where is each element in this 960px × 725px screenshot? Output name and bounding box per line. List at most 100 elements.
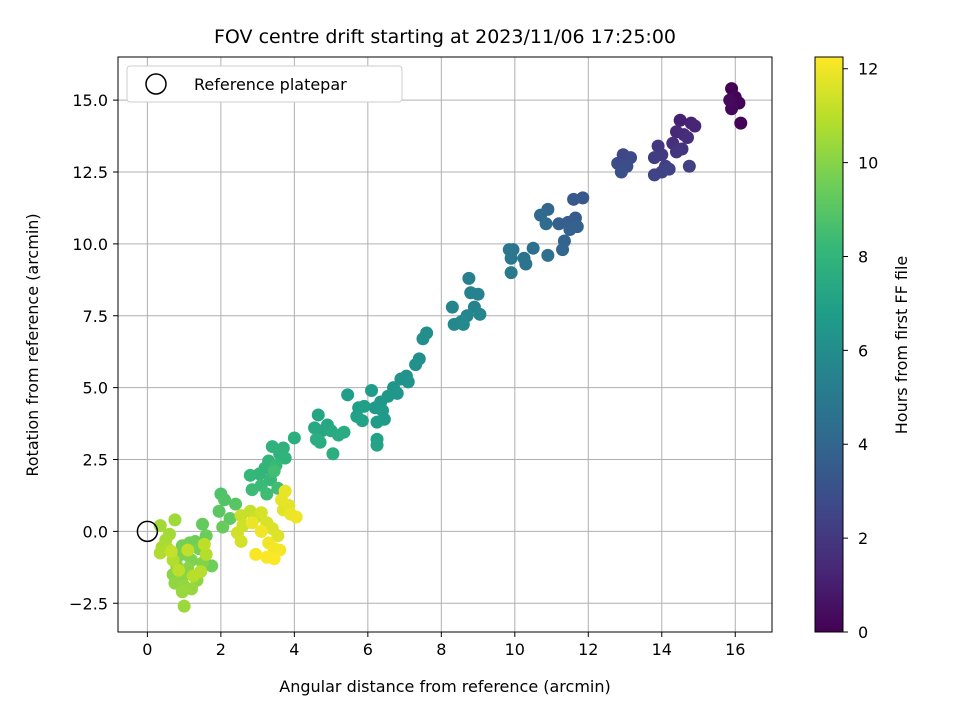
data-point [445,300,459,314]
data-point [734,116,748,130]
data-point [462,271,476,285]
y-tick-label: 0.0 [83,522,108,541]
data-point [556,243,570,257]
colorbar-tick-label: 6 [858,341,868,360]
data-point [471,287,485,301]
data-point [153,546,167,560]
y-tick-label: 2.5 [83,451,108,470]
data-point [172,563,186,577]
colorbar-tick-label: 12 [858,60,878,79]
data-point [218,493,232,507]
data-point [409,358,423,372]
data-point [370,415,384,429]
data-point [267,464,281,478]
data-point [357,399,371,413]
data-point [337,425,351,439]
data-point [196,517,210,531]
data-point [669,145,683,159]
colorbar-gradient [814,56,844,633]
legend: Reference platepar [126,65,403,103]
y-tick-label: −2.5 [69,594,108,613]
x-tick-label: 16 [725,640,745,659]
data-point [278,484,292,498]
data-point [416,332,430,346]
x-tick-label: 12 [578,640,598,659]
legend-entry-label: Reference platepar [194,75,347,94]
x-tick-label: 6 [363,640,373,659]
y-tick-label: 5.0 [83,379,108,398]
data-points [153,82,748,613]
x-tick-label: 0 [142,640,152,659]
data-point [539,217,553,231]
data-point [234,534,248,548]
data-point [234,509,248,523]
data-point [723,93,737,107]
colorbar-ticks: 0 2 4 6 8 10 12 [843,60,878,642]
data-point [308,421,322,435]
data-point [186,569,200,583]
colorbar-tick-label: 0 [858,623,868,642]
data-point [278,451,292,465]
data-point [662,162,676,176]
data-point [287,431,301,445]
chart-title: FOV centre drift starting at 2023/11/06 … [214,26,676,48]
data-point [245,483,259,497]
colorbar-tick-label: 2 [858,529,868,548]
data-point [177,599,191,613]
x-tick-label: 10 [505,640,525,659]
x-tick-label: 8 [436,640,446,659]
data-point [254,524,268,538]
data-point [682,159,696,173]
data-point [216,520,230,534]
x-axis-ticks: 0 2 4 6 8 10 12 14 16 [142,632,745,659]
data-point [197,537,211,551]
data-point [260,487,274,501]
data-point [341,388,355,402]
data-point [181,543,195,557]
legend-marker-open-circle [145,73,167,95]
data-point [647,168,661,182]
y-tick-label: 12.5 [72,163,108,182]
y-tick-label: 15.0 [72,91,108,110]
colorbar-label: Hours from first FF file [892,256,911,435]
y-tick-label: 10.0 [72,235,108,254]
legend-box [126,65,403,103]
plot-area [117,56,773,633]
data-point [680,131,694,144]
data-point [370,438,384,452]
colorbar: 0 2 4 6 8 10 12 Hours from first FF file [814,56,911,642]
data-point [355,414,369,428]
data-point [567,192,581,206]
data-point [309,432,323,446]
data-point [517,251,531,265]
data-point [212,504,226,518]
data-point [289,510,303,524]
y-axis-label: Rotation from reference (arcmin) [23,213,42,476]
data-point [243,468,257,482]
data-point [502,243,516,257]
data-point [563,223,577,236]
data-point [447,317,461,331]
data-point [552,217,566,231]
data-point [229,497,243,511]
data-point [267,552,281,566]
x-tick-label: 14 [652,640,672,659]
data-point [168,513,182,527]
data-point [541,248,555,262]
data-point [249,547,263,561]
data-point [504,266,518,280]
colorbar-tick-label: 4 [858,435,868,454]
colorbar-tick-label: 10 [858,154,878,173]
data-point [326,447,340,461]
data-point [365,384,379,397]
x-axis-label: Angular distance from reference (arcmin) [279,677,610,696]
data-point [271,529,285,543]
data-point [526,241,540,255]
data-point [456,317,470,331]
x-tick-label: 4 [289,640,299,659]
data-point [311,408,325,422]
data-point [223,511,237,525]
reference-point-marker [136,520,159,543]
y-axis-ticks: −2.5 0.0 2.5 5.0 7.5 10.0 12.5 15.0 [69,91,118,613]
